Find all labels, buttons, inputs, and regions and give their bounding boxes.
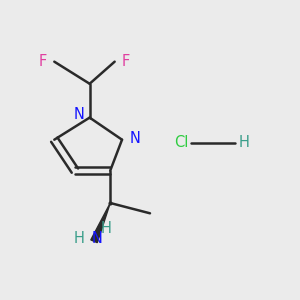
Text: H: H (238, 135, 249, 150)
Polygon shape (91, 203, 110, 243)
Text: N: N (129, 131, 140, 146)
Text: H: H (74, 231, 85, 246)
Text: N: N (74, 107, 84, 122)
Text: H: H (100, 220, 111, 236)
Text: F: F (39, 54, 47, 69)
Text: N: N (92, 231, 102, 246)
Text: F: F (122, 54, 130, 69)
Text: Cl: Cl (174, 135, 188, 150)
